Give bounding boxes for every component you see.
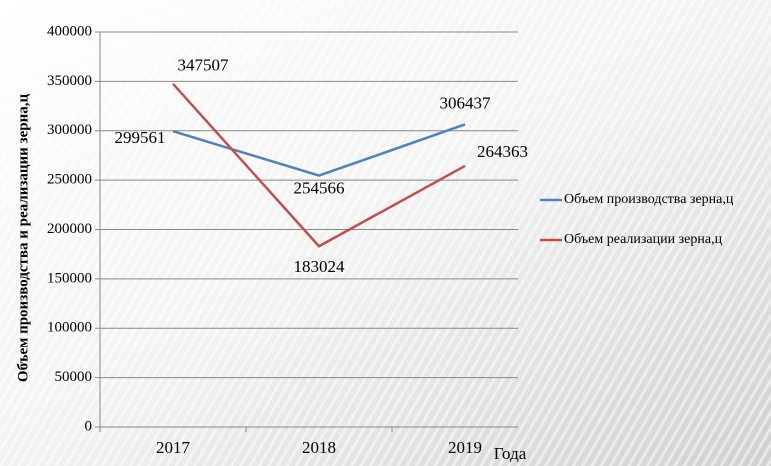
y-tick-label: 0	[85, 418, 93, 434]
x-tick-label: 2018	[302, 438, 336, 457]
data-label: 183024	[294, 257, 346, 276]
y-tick-label: 350000	[47, 73, 92, 89]
data-label: 299561	[115, 128, 166, 147]
y-tick-label: 400000	[47, 23, 92, 39]
x-tick-label: 2019	[448, 438, 482, 457]
y-axis-label: Объем производства и реализации зерна,ц	[15, 94, 31, 383]
series-line	[172, 123, 466, 177]
data-label: 306437	[440, 93, 492, 112]
x-axis-label: Года	[494, 444, 527, 463]
legend-label: Объем производства зерна,ц	[564, 192, 734, 207]
y-tick-label: 250000	[47, 172, 92, 188]
y-tick-label: 200000	[47, 221, 92, 237]
y-tick-label: 50000	[55, 369, 93, 385]
data-label: 264363	[477, 142, 528, 161]
legend-label: Объем реализации зерна,ц	[564, 232, 723, 247]
y-tick-label: 100000	[47, 320, 92, 336]
data-label: 254566	[294, 179, 345, 198]
x-tick-label: 2017	[156, 438, 191, 457]
y-tick-label: 300000	[47, 122, 92, 138]
y-tick-label: 150000	[47, 270, 92, 286]
series-line	[172, 83, 466, 248]
data-label: 347507	[178, 56, 230, 75]
